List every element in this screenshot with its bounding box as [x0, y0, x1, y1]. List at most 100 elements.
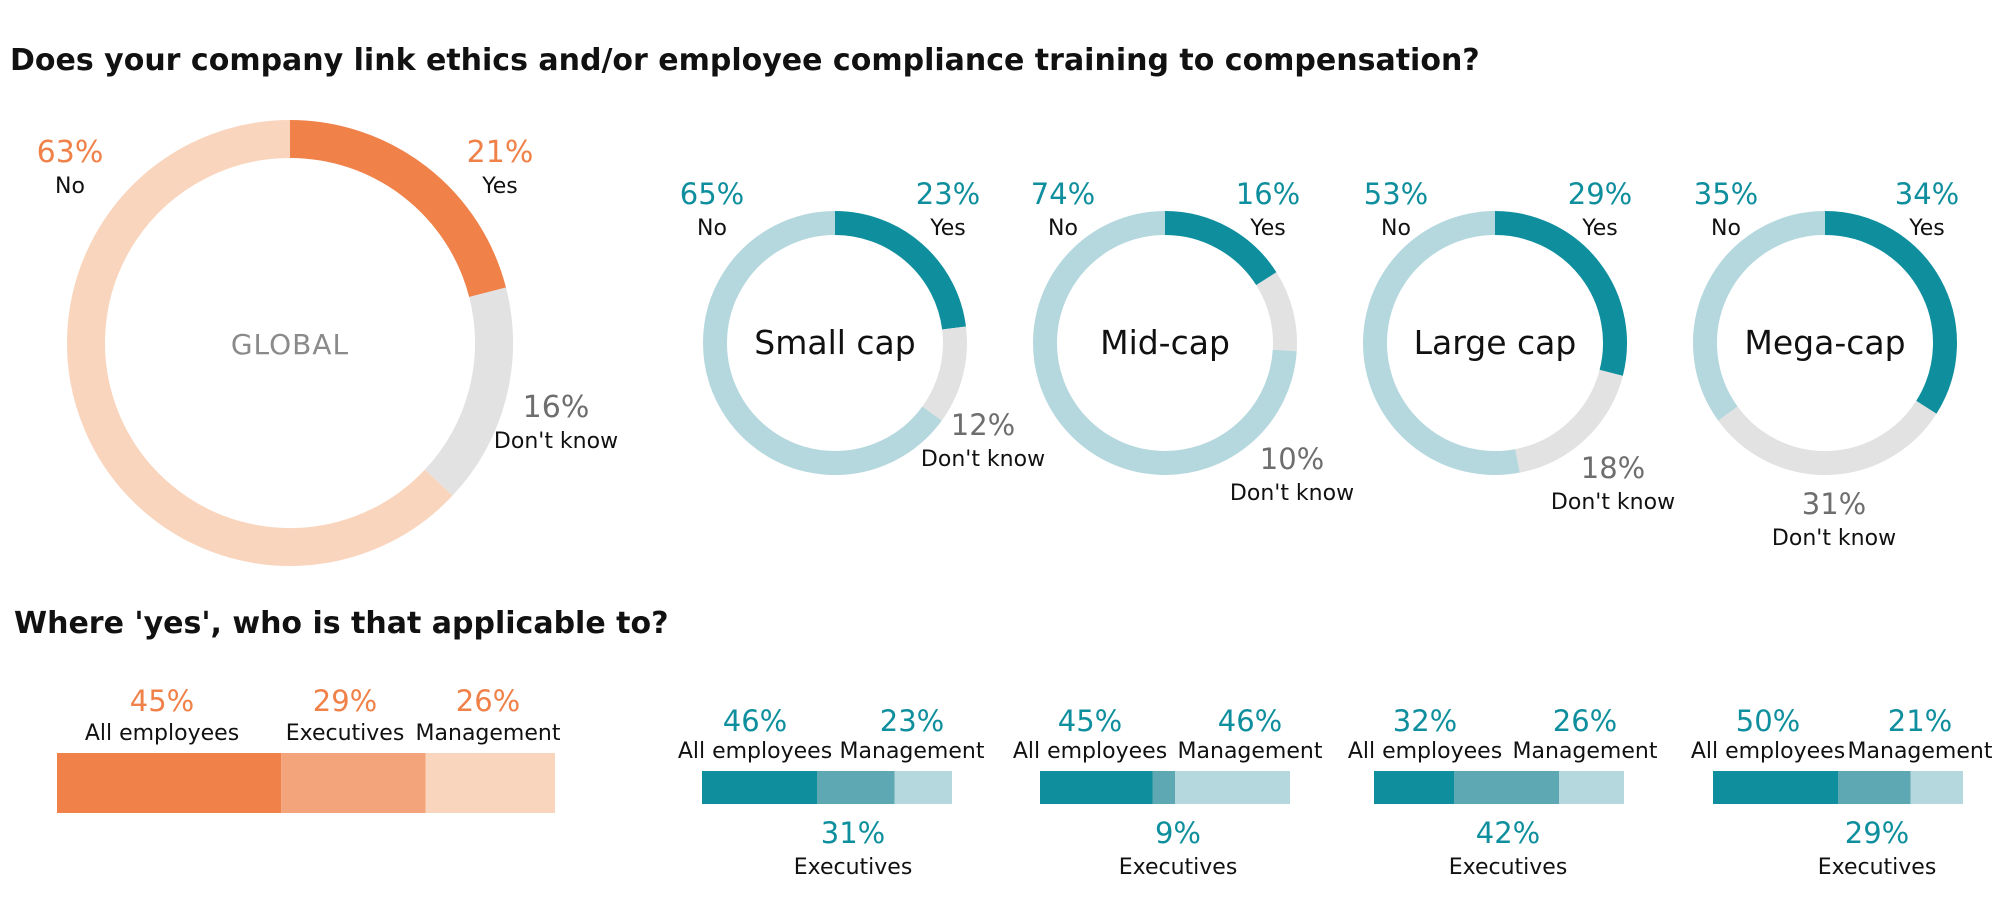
donut-center-label: Small cap — [754, 323, 915, 362]
category-label-no: No — [1381, 216, 1411, 241]
bar-category-label-executives: Executives — [1449, 855, 1568, 880]
category-label-no: No — [1711, 216, 1741, 241]
category-label-don-t-know: Don't know — [1772, 526, 1896, 551]
bar-value-label-management: 26% — [1553, 704, 1617, 738]
chart-title: Does your company link ethics and/or emp… — [10, 43, 1480, 78]
value-label-no: 35% — [1694, 177, 1758, 211]
bar-category-label-all-employees: All employees — [1691, 739, 1845, 764]
bar-category-label-all-employees: All employees — [1013, 739, 1167, 764]
donut-slice-no — [703, 211, 942, 475]
bar-category-label-all-employees: All employees — [85, 721, 239, 746]
donut-mega: Mega-cap 34% Yes 31% Don't know 35% No — [1693, 177, 1959, 551]
bar-value-label-all-employees: 46% — [723, 704, 787, 738]
bar-category-label-management: Management — [1178, 739, 1323, 764]
donut-center-label: Mega-cap — [1744, 323, 1905, 362]
value-label-yes: 23% — [916, 177, 980, 211]
value-label-don-t-know: 31% — [1802, 487, 1866, 521]
category-label-no: No — [1048, 216, 1078, 241]
donut-slice-don-t-know — [1256, 272, 1297, 352]
bar-value-label-executives: 29% — [1845, 816, 1909, 850]
value-label-no: 63% — [37, 135, 104, 170]
bar-segment-management — [894, 771, 952, 804]
bar-segment-all-employees — [57, 753, 282, 813]
donut-slice-no — [67, 120, 453, 566]
bar-category-label-all-employees: All employees — [678, 739, 832, 764]
stacked-bar-small-bar: 46%All employees 31% Executives 23%Manageme… — [678, 704, 985, 880]
bar-value-label-management: 21% — [1888, 704, 1952, 738]
bar-value-label-executives: 42% — [1476, 816, 1540, 850]
bar-value-label-all-employees: 32% — [1393, 704, 1457, 738]
bar-value-label-management: 23% — [880, 704, 944, 738]
category-label-no: No — [55, 174, 85, 199]
donut-slice-no — [1033, 211, 1297, 475]
bar-segment-executives — [1454, 771, 1559, 804]
category-label-yes: Yes — [1249, 216, 1286, 241]
donut-slice-yes — [1824, 211, 1957, 414]
bar-value-label-all-employees: 45% — [1058, 704, 1122, 738]
stacked-bar-global-bar: 45% All employees 29% Executives 26% Manageme… — [57, 684, 561, 813]
donut-center-label: GLOBAL — [231, 328, 349, 361]
value-label-yes: 34% — [1895, 177, 1959, 211]
stacked-bar-mid-bar: 45%All employees 9% Executives 46%Managemen… — [1013, 704, 1323, 880]
bar-value-label-all-employees: 45% — [130, 684, 194, 718]
donut-center-label: Large cap — [1414, 323, 1577, 362]
stacked-bar-mega-bar: 50%All employees 29% Executives 21%Manageme… — [1691, 704, 1993, 880]
category-label-don-t-know: Don't know — [921, 447, 1045, 472]
donut-small: Small cap 23% Yes 12% Don't know 65% No — [680, 177, 1045, 475]
donut-slice-yes — [1164, 211, 1277, 286]
value-label-yes: 21% — [467, 135, 534, 170]
category-label-no: No — [697, 216, 727, 241]
category-label-don-t-know: Don't know — [494, 429, 618, 454]
bar-category-label-executives: Executives — [1119, 855, 1238, 880]
donut-center-label: Mid-cap — [1100, 323, 1230, 362]
donut-large: Large cap 29% Yes 18% Don't know 53% No — [1363, 177, 1675, 515]
value-label-yes: 29% — [1568, 177, 1632, 211]
donut-slice-don-t-know — [922, 326, 967, 421]
bar-segment-management — [425, 753, 555, 813]
donut-slice-yes — [1494, 211, 1627, 376]
bar-segment-management — [1175, 771, 1290, 804]
donut-slice-don-t-know — [424, 287, 513, 496]
bar-category-label-management: Management — [1513, 739, 1658, 764]
value-label-don-t-know: 10% — [1260, 442, 1324, 476]
value-label-no: 65% — [680, 177, 744, 211]
bar-category-label-management: Management — [416, 721, 561, 746]
bar-segment-executives — [1838, 771, 1911, 804]
bar-segment-all-employees — [702, 771, 817, 804]
bar-segment-executives — [817, 771, 895, 804]
stacked-bar-charts: 45%All employees29%Executives26%Manageme… — [57, 684, 1993, 880]
value-label-don-t-know: 12% — [951, 408, 1015, 442]
bar-segment-all-employees — [1040, 771, 1153, 804]
category-label-yes: Yes — [1581, 216, 1618, 241]
bar-value-label-executives: 31% — [821, 816, 885, 850]
value-label-don-t-know: 18% — [1581, 451, 1645, 485]
bar-segment-executives — [1152, 771, 1175, 804]
donut-charts: GLOBAL 21% Yes 16% Don't know 63% No Small cap 2… — [37, 120, 1959, 566]
bar-value-label-all-employees: 50% — [1736, 704, 1800, 738]
donut-slice-don-t-know — [1514, 369, 1623, 473]
donut-slice-no — [1693, 211, 1826, 421]
value-label-no: 53% — [1364, 177, 1428, 211]
category-label-yes: Yes — [481, 174, 518, 199]
donut-slice-don-t-know — [1718, 400, 1937, 475]
value-label-no: 74% — [1031, 177, 1095, 211]
bar-segment-executives — [281, 753, 426, 813]
bar-category-label-executives: Executives — [1818, 855, 1937, 880]
donut-slice-yes — [834, 211, 966, 330]
bar-value-label-management: 26% — [456, 684, 520, 718]
bar-value-label-executives: 9% — [1155, 816, 1201, 850]
donut-mid: Mid-cap 16% Yes 10% Don't know 74% No — [1031, 177, 1354, 506]
bar-segment-management — [1559, 771, 1624, 804]
bar-segment-all-employees — [1713, 771, 1838, 804]
donut-slice-no — [1363, 211, 1520, 475]
category-label-yes: Yes — [1908, 216, 1945, 241]
category-label-don-t-know: Don't know — [1230, 481, 1354, 506]
bar-category-label-executives: Executives — [286, 721, 405, 746]
donut-global: GLOBAL 21% Yes 16% Don't know 63% No — [37, 120, 618, 566]
bar-category-label-executives: Executives — [794, 855, 913, 880]
category-label-don-t-know: Don't know — [1551, 490, 1675, 515]
bar-category-label-management: Management — [840, 739, 985, 764]
bar-category-label-all-employees: All employees — [1348, 739, 1502, 764]
bar-category-label-management: Management — [1848, 739, 1993, 764]
